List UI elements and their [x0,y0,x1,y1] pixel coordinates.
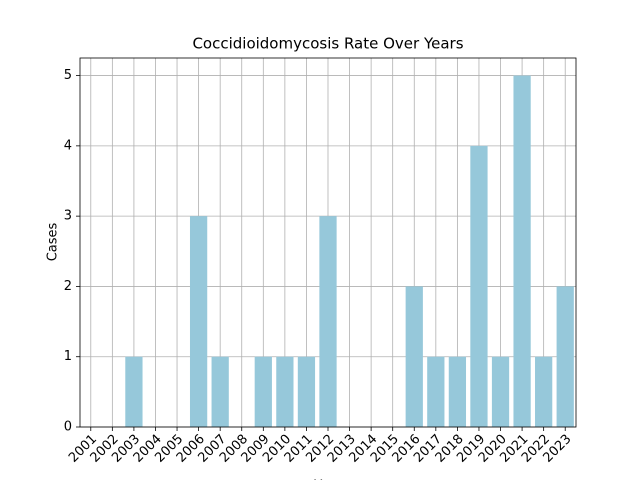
bar [427,356,445,427]
bar [491,356,510,427]
bar [448,356,467,427]
y-tick-label: 5 [64,68,72,83]
bar [319,216,337,427]
bar [535,356,553,427]
y-tick-label: 4 [64,138,72,153]
chart-title: Coccidioidomycosis Rate Over Years [192,35,463,53]
bar [254,356,272,427]
y-tick-label: 2 [64,279,72,294]
bar [513,75,531,428]
y-axis-label: Cases [46,222,61,261]
y-tick-label: 3 [64,209,72,224]
bar [297,356,316,427]
bar [211,356,229,427]
x-axis-label: Year [313,479,342,480]
bar [470,145,488,427]
bar [556,286,574,427]
bar [189,216,208,427]
bar [276,356,294,427]
y-tick-label: 1 [64,349,72,364]
y-tick-label: 0 [64,420,72,435]
bar [125,356,143,427]
plot-frame [79,57,577,428]
bar [405,286,423,427]
